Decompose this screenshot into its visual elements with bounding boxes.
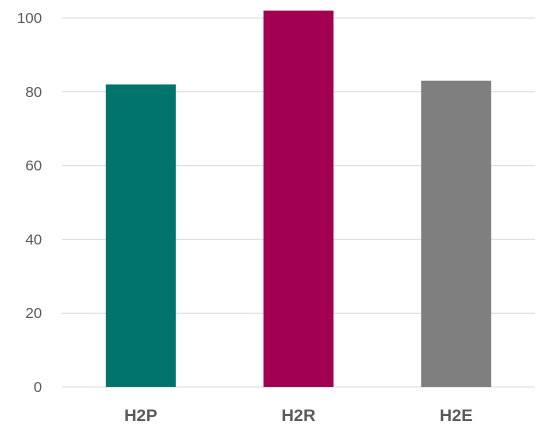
bar-h2r	[263, 10, 334, 388]
bar-h2e	[421, 80, 492, 387]
y-tick-label: 80	[25, 84, 42, 101]
y-tick-label: 100	[17, 10, 42, 27]
y-tick-label: 60	[25, 158, 42, 175]
y-tick-label: 40	[25, 231, 42, 248]
bar-h2p	[105, 84, 176, 388]
x-category-label-h2r: H2R	[281, 406, 315, 425]
x-category-label-h2e: H2E	[440, 406, 473, 425]
y-tick-label: 0	[34, 379, 42, 396]
label-layer: 0 20 40 60 80 100 H2P H2R H2E	[17, 10, 473, 425]
y-tick-label: 20	[25, 305, 42, 322]
bar-layer	[105, 10, 492, 388]
x-category-label-h2p: H2P	[124, 406, 157, 425]
